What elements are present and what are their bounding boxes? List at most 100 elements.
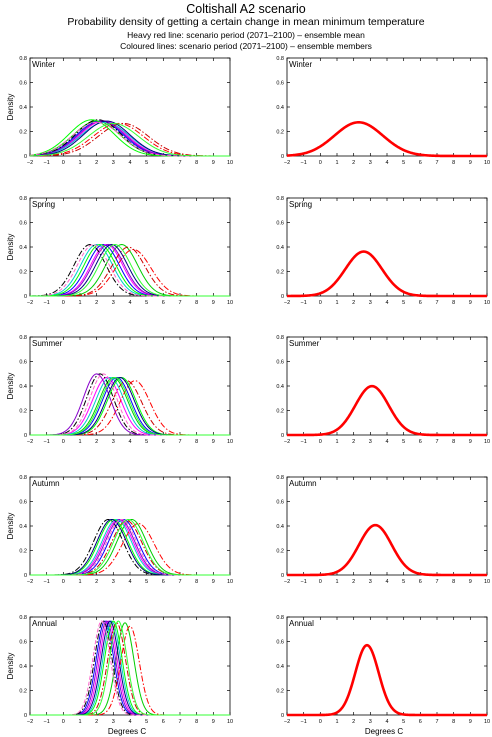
- y-tick-label: 0.8: [19, 335, 27, 341]
- x-tick-label: 1: [335, 300, 338, 306]
- season-label: Spring: [289, 200, 312, 209]
- y-tick-label: 0.2: [276, 130, 284, 136]
- x-tick-label: −1: [44, 300, 50, 306]
- x-tick-label: 7: [435, 300, 438, 306]
- x-tick-label: 7: [178, 160, 181, 166]
- panel-autumn-mean: −2 −1 0 1 2 3 4 5 6 7 8 9 10 0 0.2 0.4 0.6 0.8 Autumn: [276, 475, 490, 585]
- x-tick-label: 8: [195, 160, 198, 166]
- x-tick-label: 4: [128, 160, 131, 166]
- x-tick-label: 0: [319, 160, 322, 166]
- x-tick-label: −2: [27, 719, 33, 725]
- x-tick-label: 10: [484, 439, 490, 445]
- y-tick-label: 0.4: [276, 245, 284, 251]
- y-tick-label: 0.2: [276, 409, 284, 415]
- x-tick-label: 9: [212, 719, 215, 725]
- y-tick-label: 0.2: [19, 689, 27, 695]
- x-tick-label: 10: [484, 719, 490, 725]
- x-tick-label: 8: [452, 579, 455, 585]
- x-tick-label: 4: [385, 160, 388, 166]
- x-tick-label: 7: [435, 579, 438, 585]
- x-tick-label: 6: [162, 300, 165, 306]
- season-label: Autumn: [32, 479, 60, 488]
- x-tick-label: 5: [145, 300, 148, 306]
- series-member-line: [30, 620, 230, 716]
- x-tick-label: 5: [145, 160, 148, 166]
- x-tick-label: 0: [62, 719, 65, 725]
- axes-frame: [29, 476, 231, 576]
- x-tick-label: 6: [419, 439, 422, 445]
- x-tick-label: −1: [301, 160, 307, 166]
- series-member-line: [30, 373, 230, 436]
- x-tick-label: 3: [369, 719, 372, 725]
- x-tick-label: 6: [162, 579, 165, 585]
- x-tick-label: 9: [469, 300, 472, 306]
- x-tick-label: 9: [212, 439, 215, 445]
- x-tick-label: 5: [402, 160, 405, 166]
- x-tick-label: 0: [62, 300, 65, 306]
- y-tick-label: 0: [24, 154, 27, 160]
- panel-winter-mean: −2 −1 0 1 2 3 4 5 6 7 8 9 10 0 0.2 0.4 0.6 0.8 Winter: [276, 56, 490, 166]
- x-tick-label: 10: [484, 160, 490, 166]
- series-member-line: [30, 248, 230, 297]
- panel-autumn-members: −2 −1 0 1 2 3 4 5 6 7 8 9 10 0 0.2 0.4 0.6 0.8 Autumn Densi…: [6, 475, 233, 585]
- x-tick-label: 1: [78, 160, 81, 166]
- x-tick-label: 9: [212, 160, 215, 166]
- series-ensemble-mean-line: [286, 523, 488, 577]
- x-tick-label: 0: [62, 439, 65, 445]
- x-tick-label: 4: [385, 300, 388, 306]
- y-tick-label: 0.2: [276, 270, 284, 276]
- x-tick-label: 10: [227, 160, 233, 166]
- x-tick-label: 3: [369, 439, 372, 445]
- panel-summer-members: −2 −1 0 1 2 3 4 5 6 7 8 9 10 0 0.2 0.4 0.6 0.8 Summer Densi…: [6, 335, 233, 445]
- x-tick-label: 2: [95, 719, 98, 725]
- x-tick-label: 9: [469, 439, 472, 445]
- y-axis-label: Density: [6, 513, 15, 540]
- x-tick-label: 7: [178, 439, 181, 445]
- x-tick-label: 0: [62, 160, 65, 166]
- x-tick-label: 5: [402, 719, 405, 725]
- x-tick-label: 3: [112, 300, 115, 306]
- y-tick-label: 0.8: [276, 615, 284, 621]
- y-tick-label: 0: [281, 154, 284, 160]
- y-tick-label: 0.2: [19, 549, 27, 555]
- x-axis-label: Degrees C: [108, 727, 146, 736]
- y-tick-label: 0: [281, 573, 284, 579]
- x-tick-label: −1: [301, 439, 307, 445]
- x-tick-label: 9: [212, 579, 215, 585]
- legend-note-coloured-lines: Coloured lines: scenario period (2071–21…: [120, 41, 372, 51]
- x-tick-label: 1: [335, 439, 338, 445]
- x-tick-label: −1: [301, 300, 307, 306]
- x-tick-label: 2: [95, 579, 98, 585]
- x-tick-label: 9: [469, 719, 472, 725]
- x-tick-label: 7: [178, 719, 181, 725]
- x-tick-label: 8: [452, 719, 455, 725]
- series-ensemble-mean-line: [286, 250, 488, 298]
- series-member-line: [30, 122, 230, 157]
- x-tick-label: 1: [335, 579, 338, 585]
- x-tick-label: 4: [128, 439, 131, 445]
- y-tick-label: 0.8: [276, 335, 284, 341]
- x-tick-label: 10: [484, 579, 490, 585]
- x-tick-label: 7: [435, 160, 438, 166]
- x-tick-label: 0: [319, 300, 322, 306]
- y-tick-label: 0.6: [276, 81, 284, 87]
- x-tick-label: 10: [227, 439, 233, 445]
- x-tick-label: 1: [335, 719, 338, 725]
- x-tick-label: −2: [284, 439, 290, 445]
- x-tick-label: 6: [419, 160, 422, 166]
- y-tick-label: 0: [24, 433, 27, 439]
- series-ensemble-mean-line: [286, 121, 488, 158]
- axes-frame: [286, 336, 488, 436]
- y-tick-label: 0.4: [276, 524, 284, 530]
- x-tick-label: 8: [452, 160, 455, 166]
- y-tick-label: 0.4: [276, 664, 284, 670]
- season-label: Spring: [32, 200, 55, 209]
- x-tick-label: 5: [145, 579, 148, 585]
- x-tick-label: 5: [402, 439, 405, 445]
- x-tick-label: −2: [284, 300, 290, 306]
- x-tick-label: 2: [352, 160, 355, 166]
- y-tick-label: 0.8: [19, 56, 27, 62]
- y-tick-label: 0.2: [19, 270, 27, 276]
- season-label: Winter: [32, 60, 55, 69]
